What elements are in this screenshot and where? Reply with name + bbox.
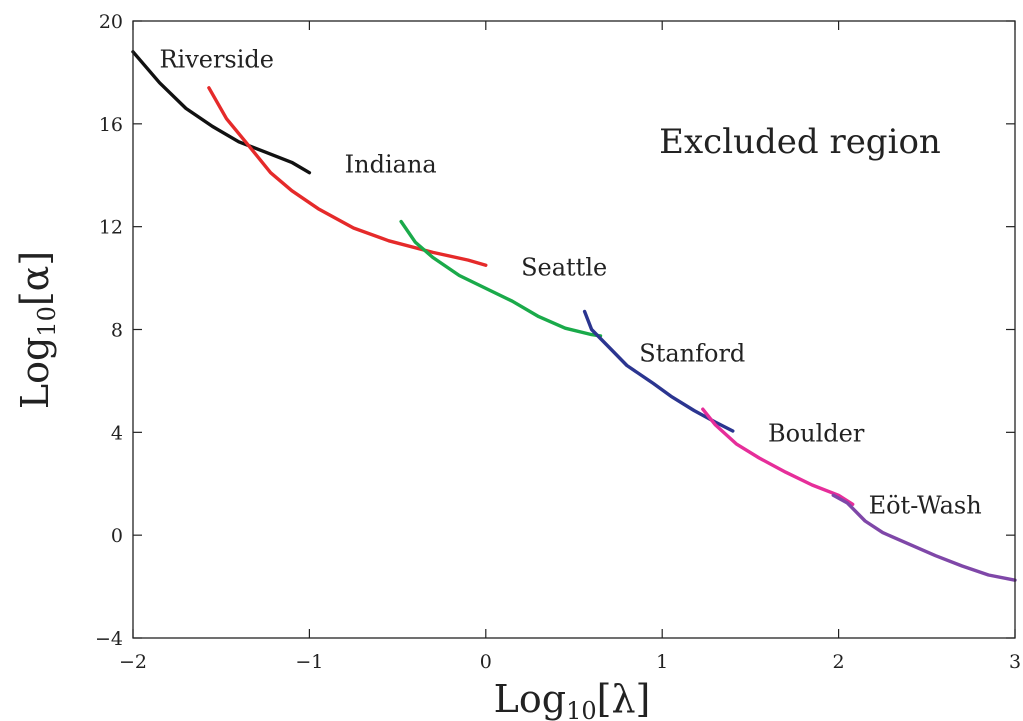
x-tick-label: 3 [1009,651,1021,673]
x-axis-title-base: Log [494,677,566,721]
y-tick-label: 0 [111,525,123,547]
series-line-boulder [701,407,855,506]
excluded-region-annotation: Excluded region [659,122,941,162]
y-axis-title-base: Log [13,337,57,409]
series-label-boulder: Boulder [768,419,865,447]
y-tick-label: −4 [95,628,123,650]
x-tick-label: 2 [833,651,845,673]
series-label-layer: Riverside Indiana Seattle Stanford Boulder Eö… [159,45,981,519]
x-tick-label: 1 [656,651,668,673]
series-label-stanford: Stanford [639,340,745,368]
series-line-riverside [131,50,312,175]
y-tick-label: 4 [111,422,123,444]
x-axis-title-argument: [λ] [597,677,651,721]
y-axis-title: Log10[α] [13,251,61,409]
x-tick-label: −1 [295,651,323,673]
x-axis-title: Log10[λ] [494,677,651,721]
y-axis-title-argument: [α] [13,251,57,306]
x-tick-label: 0 [480,651,492,673]
series-label-riverside: Riverside [159,45,274,73]
y-tick-label: 20 [99,11,123,33]
series-label-eot-wash: Eöt-Wash [869,491,982,519]
y-axis-title-subscript: 10 [33,306,61,337]
series-line-indiana [207,86,488,267]
x-axis-title-subscript: 10 [566,697,597,721]
series-label-indiana: Indiana [345,151,437,179]
series-layer [131,50,1017,582]
series-label-seattle: Seattle [521,254,607,282]
y-tick-label: 16 [99,114,123,136]
series-line-seattle [399,219,603,338]
series-line-eot-wash [831,493,1017,582]
y-tick-label: 8 [111,320,123,342]
x-tick-label: −2 [119,651,147,673]
y-tick-label: 12 [99,217,123,239]
